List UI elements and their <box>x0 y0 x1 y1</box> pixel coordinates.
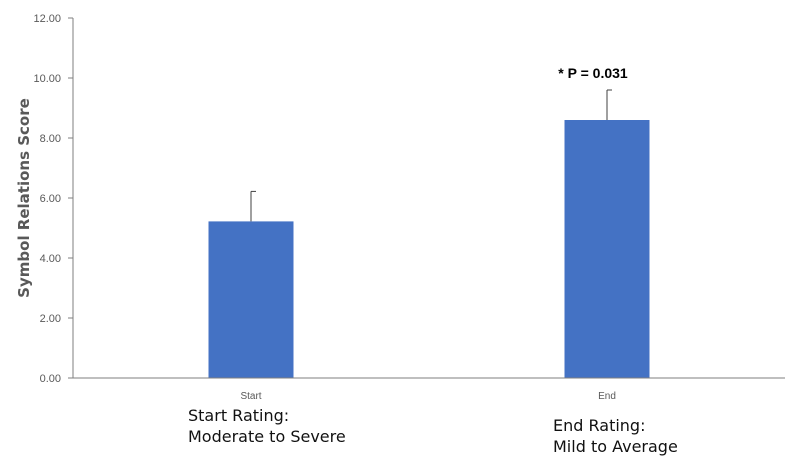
significance-annotation: * P = 0.031 <box>558 65 628 81</box>
y-tick-label: 12.00 <box>33 13 61 25</box>
y-tick-label: 10.00 <box>33 73 61 85</box>
bar-start <box>208 221 294 378</box>
y-axis: 0.00 2.00 4.00 6.00 8.00 10.00 12.00 <box>33 13 74 385</box>
error-bars <box>250 89 612 222</box>
y-tick-label: 6.00 <box>40 193 61 205</box>
bars <box>208 120 650 378</box>
x-category-label: Start <box>240 391 261 402</box>
y-tick-label: 0.00 <box>40 373 61 385</box>
bar-end <box>564 120 650 378</box>
y-axis-title: Symbol Relations Score <box>15 98 33 298</box>
y-tick-label: 4.00 <box>40 253 61 265</box>
start-rating-desc: Moderate to Severe <box>188 427 346 446</box>
start-rating: Start Rating: Moderate to Severe <box>188 405 346 447</box>
end-rating: End Rating: Mild to Average <box>553 415 678 457</box>
y-tick-label: 2.00 <box>40 313 61 325</box>
start-rating-title: Start Rating: <box>188 406 290 425</box>
x-category-label: End <box>598 391 616 402</box>
end-rating-title: End Rating: <box>553 416 646 435</box>
x-axis-categories: Start End <box>240 391 615 402</box>
end-rating-desc: Mild to Average <box>553 437 678 456</box>
y-tick-label: 8.00 <box>40 133 61 145</box>
